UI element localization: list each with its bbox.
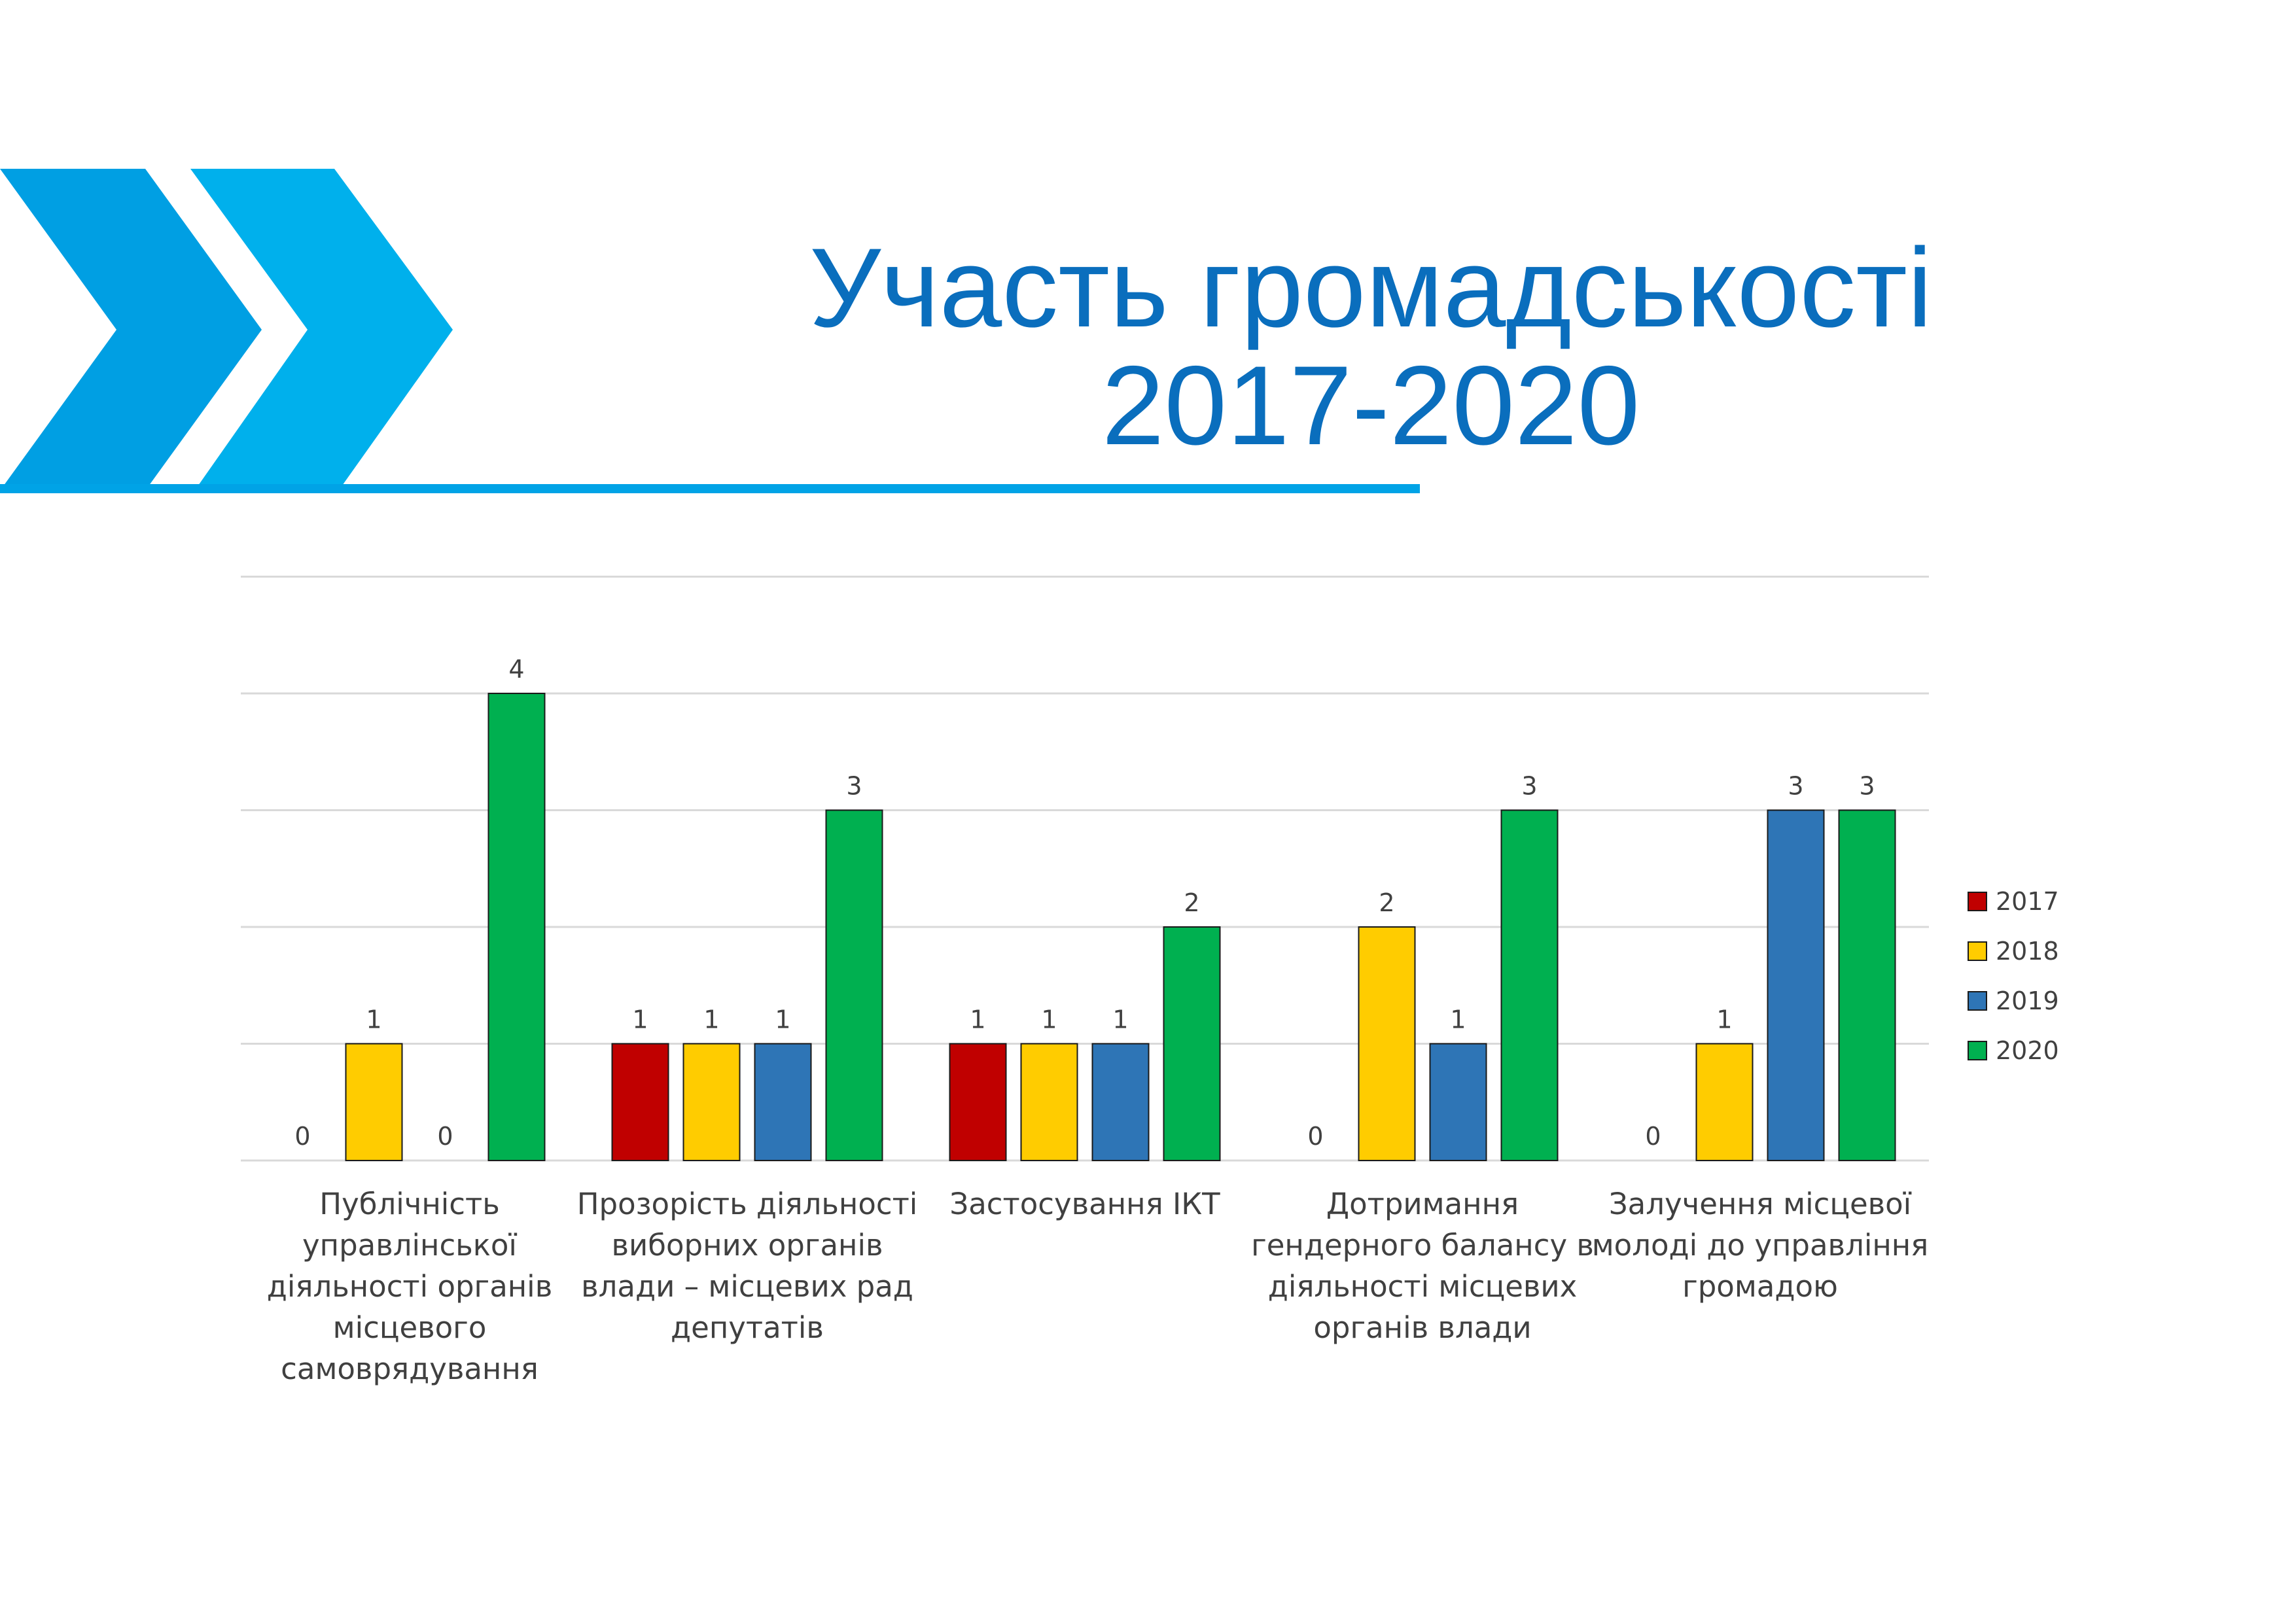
- legend-swatch: [1968, 1041, 1987, 1060]
- data-label: 0: [1645, 1122, 1661, 1151]
- title-line-1: Участь громадськості: [809, 225, 1933, 351]
- legend-label: 2019: [1996, 986, 2059, 1015]
- bar: [825, 809, 883, 1161]
- bar: [949, 1043, 1007, 1161]
- header-underline: [0, 484, 1420, 493]
- bar: [345, 1043, 403, 1161]
- data-label: 1: [970, 1005, 985, 1034]
- category-label: Залучення місцевої молоді до управління гр…: [1592, 1187, 1929, 1304]
- data-label: 0: [437, 1122, 453, 1151]
- title-line-2: 2017-2020: [1101, 343, 1640, 468]
- bar: [1091, 1043, 1150, 1161]
- legend-label: 2017: [1996, 887, 2059, 916]
- bar: [1838, 809, 1896, 1161]
- bar: [1695, 1043, 1754, 1161]
- data-label: 2: [1379, 888, 1394, 917]
- page-title: Участь громадськості 2017-2020: [720, 229, 2022, 464]
- data-label: 3: [846, 772, 862, 801]
- bar: [1500, 809, 1559, 1161]
- bar: [487, 693, 546, 1161]
- data-label: 1: [1041, 1005, 1057, 1034]
- category-label: Застосування ІКТ: [949, 1187, 1220, 1221]
- chevron-left-icon: [0, 169, 262, 491]
- chevron-right-icon: [190, 169, 453, 492]
- data-label: 1: [703, 1005, 719, 1034]
- bar: [682, 1043, 741, 1161]
- data-label: 0: [1307, 1122, 1323, 1151]
- data-label: 1: [775, 1005, 790, 1034]
- bar: [611, 1043, 669, 1161]
- category-label: Прозорість діяльності виборних органів вла…: [577, 1187, 918, 1345]
- data-label: 0: [294, 1122, 310, 1151]
- legend-label: 2020: [1996, 1036, 2059, 1065]
- bar: [754, 1043, 812, 1161]
- data-label: 4: [508, 655, 524, 684]
- bar: [1767, 809, 1825, 1161]
- legend-swatch: [1968, 991, 1987, 1011]
- bar: [1358, 926, 1416, 1161]
- data-label: 2: [1184, 888, 1199, 917]
- category-label: Публічність управлінської діяльності орган…: [267, 1187, 552, 1386]
- legend-label: 2018: [1996, 937, 2059, 966]
- legend-swatch: [1968, 941, 1987, 961]
- data-label: 1: [1716, 1005, 1732, 1034]
- category-label: Дотримання гендерного балансу в діяльності…: [1251, 1187, 1594, 1345]
- legend-swatch: [1968, 892, 1987, 911]
- data-label: 3: [1788, 772, 1803, 801]
- bar: [1163, 926, 1221, 1161]
- data-label: 3: [1859, 772, 1875, 801]
- data-label: 3: [1521, 772, 1537, 801]
- data-label: 1: [632, 1005, 648, 1034]
- bar: [1429, 1043, 1487, 1161]
- data-label: 1: [1450, 1005, 1466, 1034]
- data-label: 1: [366, 1005, 381, 1034]
- data-label: 1: [1112, 1005, 1128, 1034]
- bar: [1020, 1043, 1078, 1161]
